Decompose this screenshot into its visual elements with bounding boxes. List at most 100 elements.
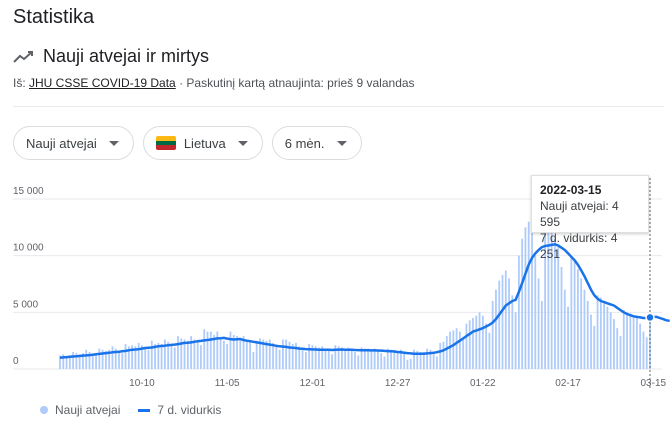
bar <box>442 341 445 369</box>
bar <box>383 356 386 369</box>
bar <box>560 267 563 369</box>
updated-text: Paskutinį kartą atnaujinta: prieš 9 vala… <box>186 76 415 90</box>
tooltip-average-value: 4 251 <box>540 231 618 261</box>
bar <box>157 342 160 369</box>
x-tick-label: 11-05 <box>215 378 240 389</box>
filter-bar: Nauji atvejai Lietuva 6 mėn. <box>13 126 362 160</box>
bar <box>498 280 501 369</box>
bar <box>104 350 107 369</box>
bar <box>393 349 396 369</box>
bar <box>373 348 376 369</box>
legend-bar-swatch <box>40 406 48 414</box>
bar <box>285 339 288 369</box>
bar <box>88 352 91 369</box>
bar <box>167 341 170 369</box>
legend-line-label: 7 d. vidurkis <box>157 403 222 417</box>
bar <box>527 221 530 369</box>
tooltip-average-label: 7 d. vidurkis: <box>540 231 611 245</box>
bar <box>242 336 245 369</box>
bar <box>177 336 179 369</box>
bar <box>124 344 127 369</box>
x-tick-label: 01-22 <box>470 378 496 389</box>
bar <box>190 336 193 369</box>
y-tick-label: 15 000 <box>13 186 44 197</box>
bar <box>635 316 638 369</box>
x-tick-label: 03-15 <box>640 378 666 389</box>
section-header: Nauji atvejai ir mirtys <box>13 46 209 67</box>
bar <box>567 306 569 369</box>
bar <box>419 352 422 369</box>
bar <box>85 349 88 369</box>
x-tick-label: 12-01 <box>300 378 326 389</box>
x-tick-label: 12-27 <box>385 378 411 389</box>
bar <box>134 346 137 369</box>
metric-label: Nauji atvejai <box>26 135 97 151</box>
bar <box>226 344 229 369</box>
legend-line-swatch <box>138 408 151 412</box>
bar <box>219 337 222 369</box>
bar <box>537 278 540 369</box>
bar <box>481 315 484 369</box>
bar <box>426 348 429 369</box>
bar <box>465 323 468 369</box>
bar <box>458 331 461 369</box>
bar <box>216 331 219 369</box>
bar <box>324 348 327 369</box>
average-line <box>59 243 670 359</box>
bar <box>354 352 356 369</box>
bar <box>508 278 510 369</box>
period-dropdown[interactable]: 6 mėn. <box>271 126 362 160</box>
bar <box>232 335 235 369</box>
bar <box>334 345 337 369</box>
bar <box>259 338 261 369</box>
bar <box>377 350 379 369</box>
bar <box>340 347 343 369</box>
bar <box>452 330 455 369</box>
bar <box>268 339 271 369</box>
bar <box>239 338 242 369</box>
bar <box>517 255 520 369</box>
bar <box>147 349 150 369</box>
bar <box>432 354 435 369</box>
country-dropdown[interactable]: Lietuva <box>142 126 263 160</box>
bar <box>576 269 579 369</box>
cases-chart[interactable]: 0 5 000 10 000 15 000 10-10 11-05 12-01 12-27 01… <box>0 170 670 395</box>
country-label: Lietuva <box>183 135 226 151</box>
divider <box>13 106 664 107</box>
bar <box>298 346 301 369</box>
bar <box>544 223 547 369</box>
metric-dropdown[interactable]: Nauji atvejai <box>13 126 134 160</box>
chart-tooltip: 2022-03-15 Nauji atvejai: 4 595 7 d. vid… <box>531 175 649 261</box>
lithuania-flag-icon <box>155 136 176 150</box>
bar <box>347 347 350 369</box>
bar <box>141 345 143 369</box>
bar <box>573 261 576 369</box>
bar <box>468 320 471 369</box>
bar <box>114 348 117 369</box>
bar <box>91 354 94 369</box>
bar <box>557 244 560 369</box>
bar <box>131 345 134 369</box>
bar <box>524 227 527 369</box>
bar <box>386 348 389 369</box>
bar <box>200 345 202 369</box>
y-tick-label: 5 000 <box>13 299 38 310</box>
bar <box>150 340 153 369</box>
period-label: 6 mėn. <box>284 135 325 151</box>
source-link[interactable]: JHU CSSE COVID-19 Data <box>29 76 176 90</box>
x-tick-label: 10-10 <box>129 378 155 389</box>
bar <box>337 346 340 369</box>
bar <box>72 352 75 369</box>
bar <box>501 274 504 369</box>
bar <box>278 349 281 369</box>
bar <box>193 339 196 369</box>
bar <box>462 338 465 369</box>
bar <box>495 289 497 369</box>
section-title: Nauji atvejai ir mirtys <box>43 46 210 66</box>
source-line: Iš: JHU CSSE COVID-19 Data · Paskutinį k… <box>13 76 415 90</box>
bar <box>491 301 494 369</box>
bar <box>252 352 255 369</box>
bar <box>98 348 101 369</box>
bar <box>599 297 602 369</box>
bar <box>308 344 311 369</box>
